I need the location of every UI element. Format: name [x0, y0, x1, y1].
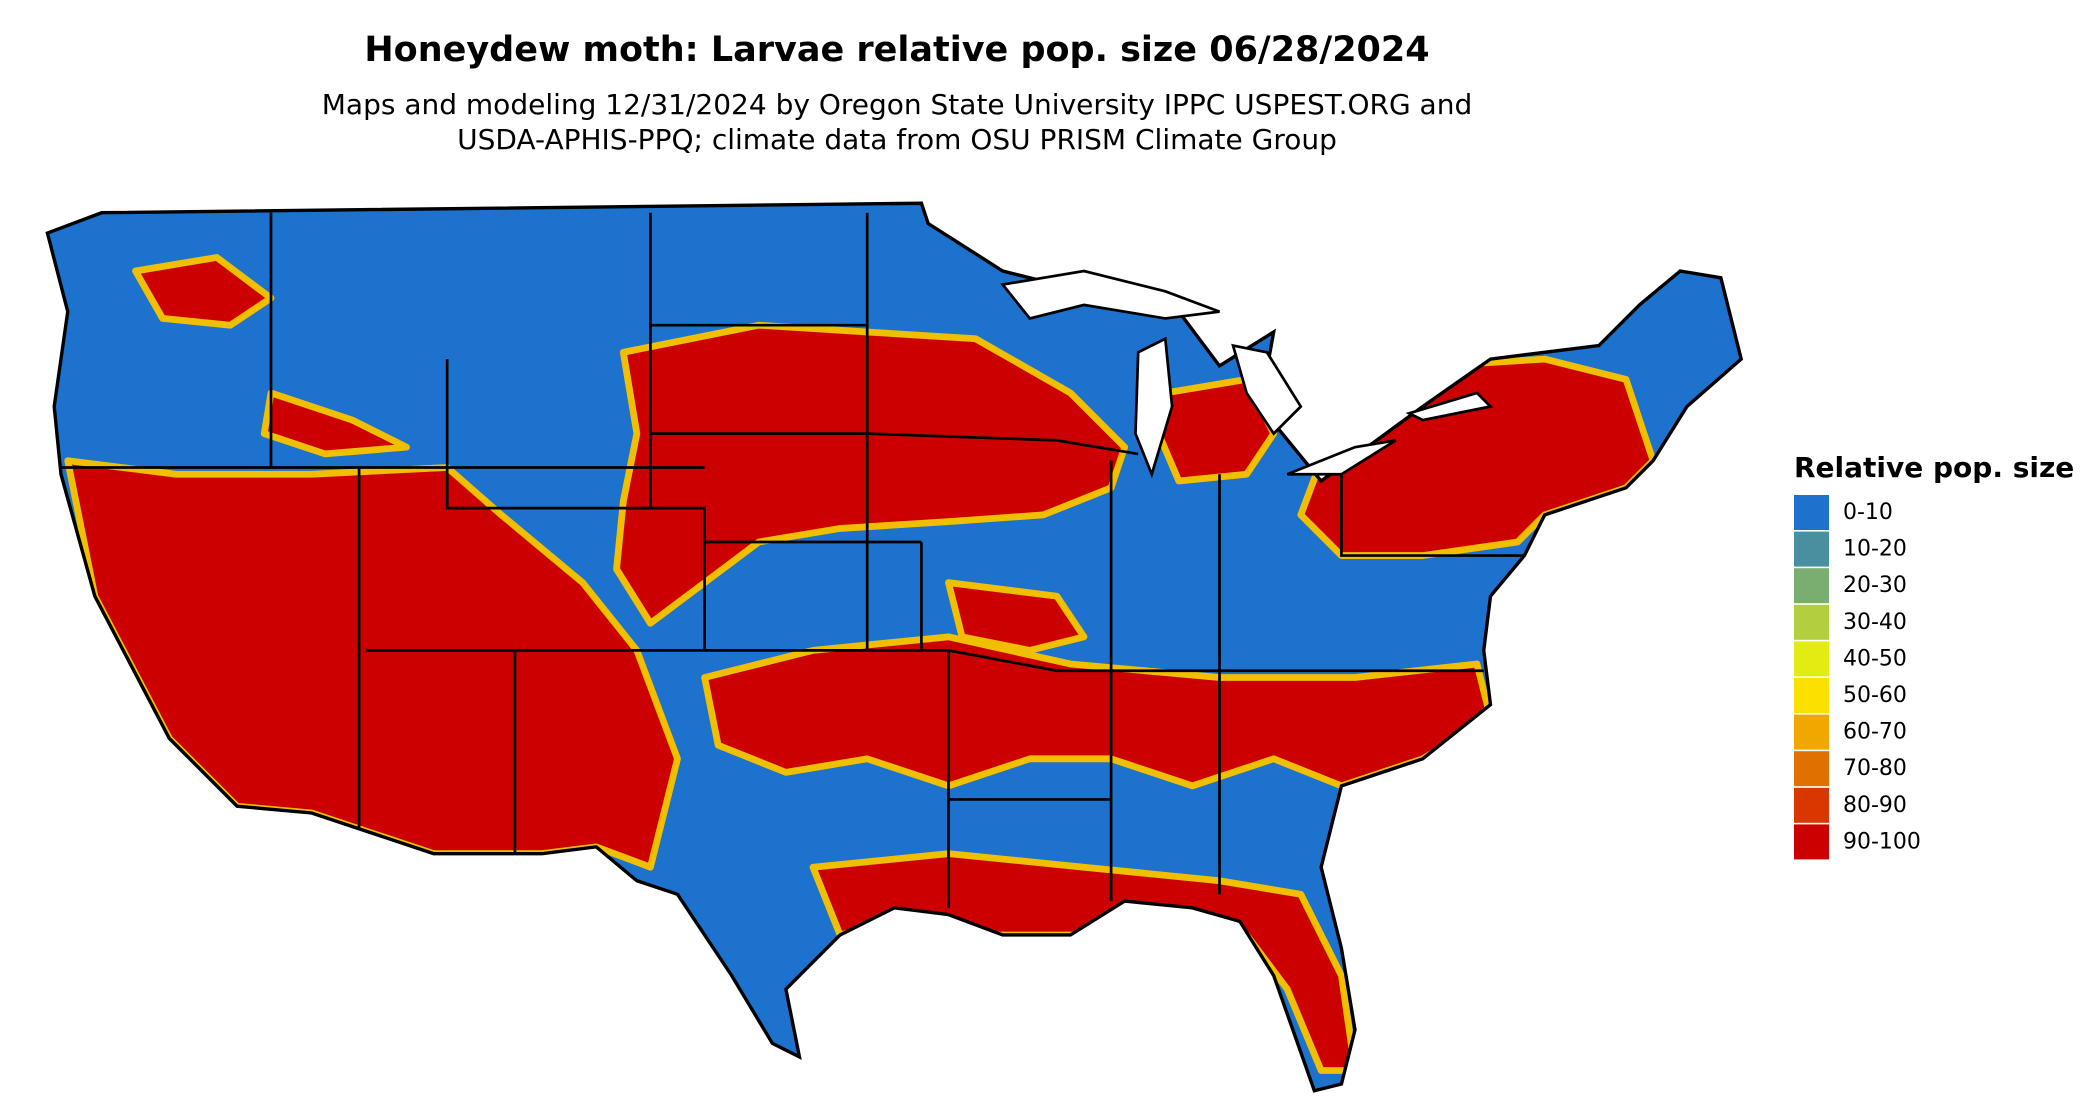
- map: [45, 201, 1744, 1093]
- legend-swatch: [1794, 751, 1829, 787]
- map-subtitle: Maps and modeling 12/31/2024 by Oregon S…: [322, 88, 1473, 121]
- map-subtitle: USDA-APHIS-PPQ; climate data from OSU PR…: [457, 123, 1337, 156]
- legend-swatch: [1794, 787, 1829, 823]
- legend-label: 10-20: [1843, 537, 1907, 562]
- legend-swatch: [1794, 714, 1829, 750]
- legend-swatch: [1794, 531, 1829, 567]
- legend-swatch: [1794, 495, 1829, 530]
- legend-label: 50-60: [1843, 683, 1907, 708]
- legend-swatch: [1794, 641, 1829, 677]
- state-borders: [54, 212, 1525, 908]
- legend-label: 0-10: [1843, 500, 1893, 525]
- country-outline: [45, 201, 1744, 1093]
- legend-swatch: [1794, 568, 1829, 604]
- legend: 0-10 10-20 20-30 30-40 40-50 50-60 60-70 70-80 8…: [1794, 495, 1921, 860]
- legend-label: 20-30: [1843, 573, 1907, 598]
- legend-label: 40-50: [1843, 646, 1907, 671]
- legend-label: 70-80: [1843, 756, 1907, 781]
- legend-label: 80-90: [1843, 793, 1907, 818]
- legend-label: 30-40: [1843, 610, 1907, 635]
- legend-label: 90-100: [1843, 829, 1921, 854]
- great-lakes: [1000, 269, 1494, 479]
- legend-label: 60-70: [1843, 720, 1907, 745]
- map-title: Honeydew moth: Larvae relative pop. size…: [364, 30, 1429, 70]
- legend-title: Relative pop. size: [1794, 451, 2074, 484]
- legend-swatch: [1794, 604, 1829, 640]
- legend-swatch: [1794, 678, 1829, 713]
- legend-swatch: [1794, 824, 1829, 860]
